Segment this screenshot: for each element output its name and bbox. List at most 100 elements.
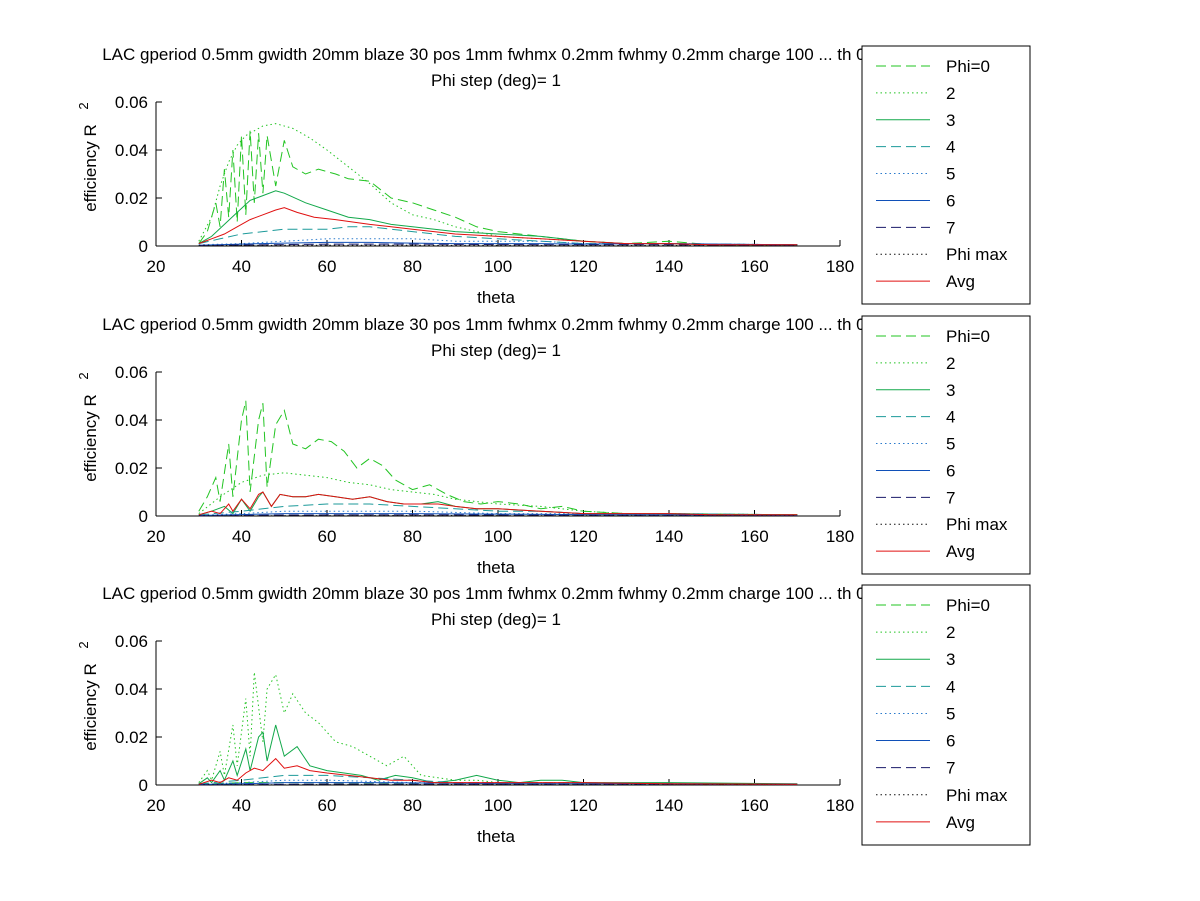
y-tick-label: 0.04 xyxy=(115,141,148,160)
legend-label: 3 xyxy=(946,650,955,669)
data-point xyxy=(292,496,293,497)
y-axis-label: efficiency R xyxy=(81,124,100,212)
data-point xyxy=(497,233,498,234)
data-point xyxy=(284,782,285,783)
data-point xyxy=(245,772,246,773)
data-point xyxy=(275,209,276,210)
series-line-7 xyxy=(198,243,798,246)
data-point xyxy=(241,244,242,245)
data-point xyxy=(412,229,413,230)
data-point xyxy=(344,451,345,452)
data-point xyxy=(305,173,306,174)
data-point xyxy=(348,226,349,227)
data-point xyxy=(241,782,242,783)
data-point xyxy=(497,238,498,239)
data-point xyxy=(318,494,319,495)
y-tick-label: 0.02 xyxy=(115,459,148,478)
data-point xyxy=(369,782,370,783)
data-point xyxy=(497,514,498,515)
data-point xyxy=(369,238,370,239)
data-point xyxy=(497,231,498,232)
data-point xyxy=(540,236,541,237)
x-tick-label: 100 xyxy=(484,257,512,276)
data-point xyxy=(245,400,246,401)
legend-label: 7 xyxy=(946,759,955,778)
y-tick-label: 0.04 xyxy=(115,411,148,430)
data-point xyxy=(369,756,370,757)
data-point xyxy=(583,513,584,514)
data-point xyxy=(476,775,477,776)
data-point xyxy=(275,674,276,675)
y-axis-label-superscript: 2 xyxy=(76,102,91,109)
data-point xyxy=(211,217,212,218)
data-point xyxy=(245,135,246,136)
data-point xyxy=(403,503,404,504)
data-point xyxy=(455,231,456,232)
legend-label: 3 xyxy=(946,381,955,400)
data-point xyxy=(455,780,456,781)
data-point xyxy=(497,501,498,502)
data-point xyxy=(369,484,370,485)
data-point xyxy=(352,746,353,747)
data-point xyxy=(232,724,233,725)
data-point xyxy=(262,732,263,733)
data-point xyxy=(497,784,498,785)
data-point xyxy=(391,780,392,781)
x-tick-label: 20 xyxy=(147,527,166,546)
x-tick-label: 40 xyxy=(232,257,251,276)
data-point xyxy=(497,782,498,783)
x-tick-label: 20 xyxy=(147,257,166,276)
x-tick-label: 80 xyxy=(403,257,422,276)
legend-label: Phi max xyxy=(946,786,1008,805)
data-point xyxy=(395,775,396,776)
data-point xyxy=(237,226,238,227)
data-point xyxy=(412,777,413,778)
data-point xyxy=(391,224,392,225)
chart-title: LAC gperiod 0.5mm gwidth 20mm blaze 30 p… xyxy=(102,584,898,603)
legend-label: Phi max xyxy=(946,515,1008,534)
y-axis-label-group: efficiency R 2 xyxy=(76,102,100,211)
data-point xyxy=(279,494,280,495)
legend-label: 6 xyxy=(946,461,955,480)
data-point xyxy=(237,145,238,146)
data-point xyxy=(335,173,336,174)
data-point xyxy=(309,765,310,766)
data-point xyxy=(258,494,259,495)
legend-label: Phi=0 xyxy=(946,327,990,346)
legend-label: 3 xyxy=(946,111,955,130)
x-tick-label: 60 xyxy=(318,257,337,276)
data-point xyxy=(258,419,259,420)
data-point xyxy=(224,506,225,507)
data-point xyxy=(275,190,276,191)
data-point xyxy=(361,775,362,776)
data-point xyxy=(412,513,413,514)
data-point xyxy=(412,515,413,516)
data-point xyxy=(326,477,327,478)
data-point xyxy=(369,496,370,497)
legend-label: 7 xyxy=(946,488,955,507)
legend-label: 5 xyxy=(946,704,955,723)
data-point xyxy=(562,506,563,507)
data-point xyxy=(198,513,199,514)
data-point xyxy=(433,231,434,232)
data-point xyxy=(540,511,541,512)
data-point xyxy=(412,238,413,239)
data-point xyxy=(497,241,498,242)
chart-panel-2: LAC gperiod 0.5mm gwidth 20mm blaze 30 p… xyxy=(76,315,1031,577)
data-point xyxy=(326,229,327,230)
legend-label: 4 xyxy=(946,138,955,157)
data-point xyxy=(262,231,263,232)
x-axis-label: theta xyxy=(477,288,515,307)
data-point xyxy=(198,241,199,242)
data-point xyxy=(668,243,669,244)
x-tick-label: 20 xyxy=(147,796,166,815)
data-point xyxy=(326,513,327,514)
y-tick-label: 0.04 xyxy=(115,680,148,699)
data-point xyxy=(262,741,263,742)
data-point xyxy=(369,224,370,225)
x-tick-label: 100 xyxy=(484,527,512,546)
data-point xyxy=(262,475,263,476)
series-line-2 xyxy=(198,672,798,785)
data-point xyxy=(262,195,263,196)
data-point xyxy=(220,496,221,497)
